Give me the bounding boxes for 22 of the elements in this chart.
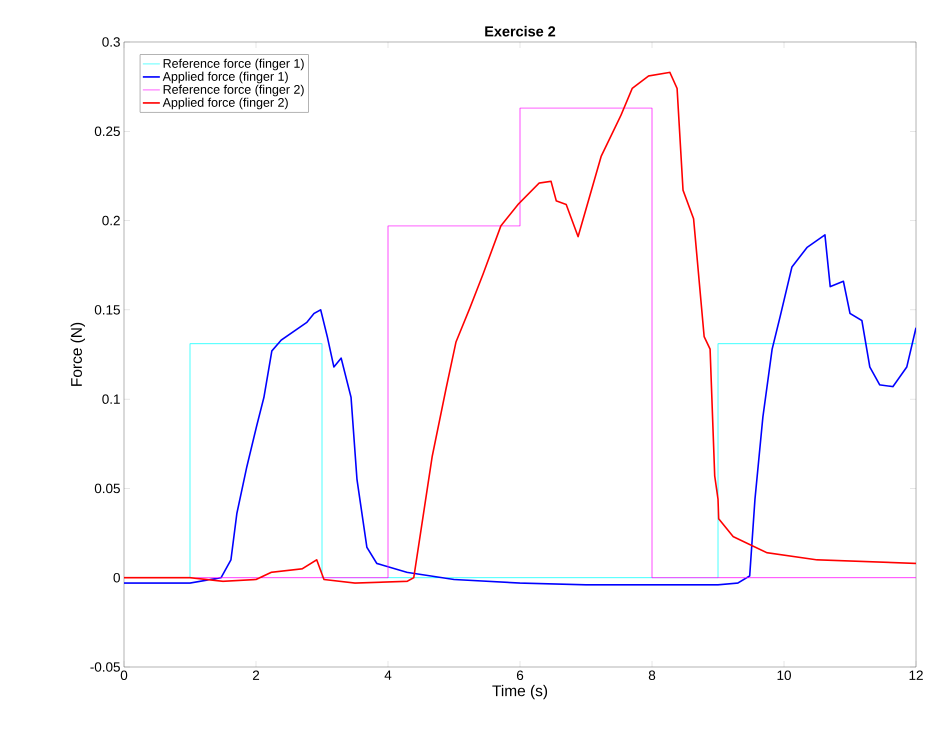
y-tick-label: 0.1 xyxy=(102,394,120,404)
chart-title: Exercise 2 xyxy=(485,26,556,36)
y-axis-title: Force (N) xyxy=(70,322,85,386)
y-tick-label: -0.05 xyxy=(90,662,120,672)
legend-label: Applied force (finger 1) xyxy=(162,72,288,84)
legend-label: Applied force (finger 2) xyxy=(162,98,288,110)
x-tick-label: 4 xyxy=(384,670,392,680)
y-tick-label: 0.2 xyxy=(102,216,120,226)
x-tick-label: 8 xyxy=(648,670,656,680)
x-tick-label: 2 xyxy=(252,670,260,680)
y-tick-label: 0.15 xyxy=(94,305,120,315)
x-tick-label: 10 xyxy=(778,670,791,680)
y-tick-label: 0.05 xyxy=(94,484,120,494)
legend-label: Reference force (finger 1) xyxy=(164,58,304,70)
x-tick-label: 6 xyxy=(516,670,524,680)
x-tick-label: 12 xyxy=(910,670,923,680)
y-tick-label: 0 xyxy=(114,572,120,582)
x-axis-title: Time (s) xyxy=(492,684,548,700)
y-tick-label: 0.25 xyxy=(94,126,120,136)
legend-label: Reference force (finger 2) xyxy=(164,84,304,96)
y-tick-label: 0.3 xyxy=(102,37,120,47)
x-tick-label: 0 xyxy=(120,670,128,680)
